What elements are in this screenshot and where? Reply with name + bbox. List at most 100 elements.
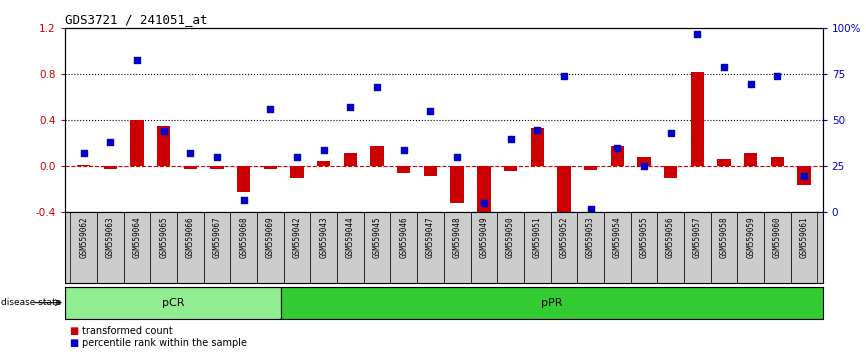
Text: ■: ■: [69, 326, 79, 336]
Point: [263, 107, 277, 112]
Point: [290, 154, 304, 160]
Text: ■: ■: [69, 338, 79, 348]
Point: [690, 31, 704, 37]
Bar: [711, 212, 737, 283]
Point: [344, 105, 358, 110]
Point: [130, 57, 144, 62]
Point: [317, 147, 331, 153]
Bar: [470, 212, 497, 283]
Point: [210, 154, 224, 160]
Bar: [657, 212, 684, 283]
Text: GSM559054: GSM559054: [613, 216, 622, 258]
Bar: [124, 212, 151, 283]
Bar: [157, 126, 171, 166]
Point: [637, 164, 651, 169]
Bar: [337, 212, 364, 283]
Text: GSM559066: GSM559066: [186, 216, 195, 258]
Bar: [104, 166, 117, 169]
Bar: [584, 166, 598, 170]
Bar: [70, 212, 97, 283]
Point: [557, 73, 571, 79]
Text: pPR: pPR: [541, 298, 563, 308]
Bar: [130, 120, 144, 166]
Text: GSM559062: GSM559062: [79, 216, 88, 258]
Bar: [497, 212, 524, 283]
Bar: [204, 212, 230, 283]
Text: GSM559051: GSM559051: [533, 216, 542, 258]
Bar: [771, 157, 784, 166]
Bar: [281, 287, 823, 319]
Text: GSM559065: GSM559065: [159, 216, 168, 258]
Text: disease state: disease state: [1, 298, 61, 307]
Text: GSM559047: GSM559047: [426, 216, 435, 258]
Bar: [177, 212, 204, 283]
Text: GSM559060: GSM559060: [772, 216, 782, 258]
Point: [450, 154, 464, 160]
Point: [157, 129, 171, 134]
Bar: [397, 166, 410, 173]
Text: GSM559068: GSM559068: [239, 216, 249, 258]
Text: GSM559052: GSM559052: [559, 216, 568, 258]
Bar: [684, 212, 711, 283]
Bar: [798, 166, 811, 185]
Bar: [371, 146, 384, 166]
Bar: [578, 212, 604, 283]
Text: GSM559046: GSM559046: [399, 216, 408, 258]
Bar: [417, 212, 443, 283]
Bar: [230, 212, 257, 283]
Bar: [791, 212, 818, 283]
Text: GSM559042: GSM559042: [293, 216, 301, 258]
Point: [423, 108, 437, 114]
Point: [236, 197, 250, 202]
Text: GSM559057: GSM559057: [693, 216, 701, 258]
Text: GSM559055: GSM559055: [639, 216, 649, 258]
Point: [797, 173, 811, 178]
Bar: [630, 212, 657, 283]
Bar: [317, 161, 331, 166]
Bar: [284, 212, 310, 283]
Bar: [257, 212, 284, 283]
Bar: [524, 212, 551, 283]
Text: GSM559044: GSM559044: [346, 216, 355, 258]
Bar: [344, 153, 357, 166]
Bar: [423, 166, 437, 176]
Bar: [264, 166, 277, 169]
Text: GSM559050: GSM559050: [506, 216, 515, 258]
Point: [530, 127, 544, 132]
Point: [77, 151, 91, 156]
Bar: [531, 129, 544, 166]
Bar: [737, 212, 764, 283]
Bar: [450, 166, 464, 203]
Bar: [77, 165, 90, 166]
Text: GDS3721 / 241051_at: GDS3721 / 241051_at: [65, 13, 208, 26]
Text: transformed count: transformed count: [82, 326, 173, 336]
Bar: [310, 212, 337, 283]
Text: GSM559049: GSM559049: [480, 216, 488, 258]
Text: GSM559043: GSM559043: [320, 216, 328, 258]
Point: [184, 151, 197, 156]
Bar: [557, 166, 571, 217]
Point: [397, 147, 410, 153]
Point: [744, 81, 758, 86]
Bar: [477, 166, 490, 212]
Bar: [210, 166, 223, 169]
Bar: [237, 166, 250, 192]
Point: [717, 64, 731, 70]
Text: GSM559045: GSM559045: [372, 216, 382, 258]
Point: [584, 206, 598, 212]
Point: [771, 73, 785, 79]
Bar: [611, 146, 624, 166]
Point: [504, 136, 518, 142]
Point: [663, 130, 677, 136]
Point: [611, 145, 624, 151]
Bar: [604, 212, 630, 283]
Text: GSM559056: GSM559056: [666, 216, 675, 258]
Text: GSM559064: GSM559064: [132, 216, 141, 258]
Text: GSM559061: GSM559061: [799, 216, 809, 258]
Bar: [97, 212, 124, 283]
Bar: [391, 212, 417, 283]
Bar: [551, 212, 578, 283]
Bar: [637, 157, 650, 166]
Text: pCR: pCR: [162, 298, 184, 308]
Bar: [65, 287, 281, 319]
